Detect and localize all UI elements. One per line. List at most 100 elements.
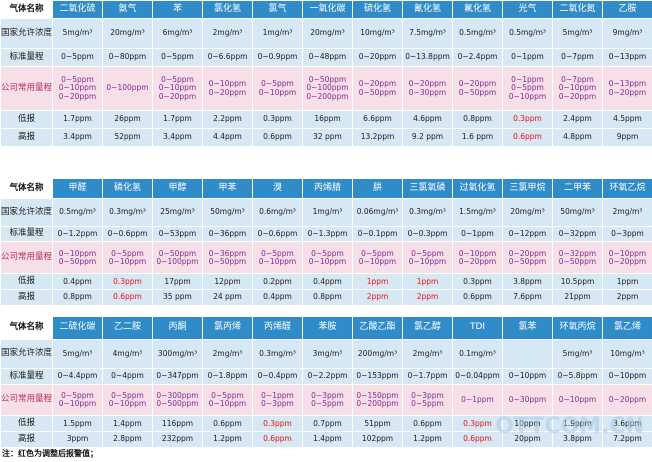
range-value: 0~50ppm (58, 256, 97, 266)
value-cell: 0~5ppm (52, 48, 103, 67)
value-cell: 0.3ppm (452, 273, 503, 291)
value-cell: 2ppm (402, 289, 453, 306)
header-label-cell: 气体名称 (0, 0, 53, 19)
table-row: 国家允许浓度 5mg/m³ 4mg/m³ 300mg/m³ 2mg/m³ 0.3mg/m³… (0, 338, 652, 369)
range-value: 0~5ppm (261, 248, 294, 258)
gas-name-cell: 氯丙烯 (202, 316, 253, 340)
value-cell: 21ppm (552, 289, 603, 306)
range-value: 0~5ppm (311, 399, 344, 409)
value-cell: 1.2ppm (402, 431, 453, 448)
value-cell: 0.6ppm (402, 415, 453, 433)
header-label-cell: 气体名称 (0, 316, 53, 340)
value-cell: 0~5ppm 0~10ppm 0~20ppm (52, 66, 103, 111)
range-value: 0~10ppm (58, 399, 97, 409)
range-value: 0~5ppm (61, 75, 94, 85)
value-cell: 0~6.6ppm (202, 48, 253, 67)
range-value: 0~100ppm (156, 256, 199, 266)
value-cell: 0~10ppm (602, 367, 652, 385)
value-cell: 16ppm (302, 110, 353, 129)
range-value: 0~50ppm (558, 256, 597, 266)
range-value: 0~50ppm (208, 256, 247, 266)
value-cell: 0~1ppm (452, 225, 503, 243)
value-cell: 0~50ppm 0~100ppm 0~200ppm (302, 66, 353, 111)
gas-name-cell: 磷化氢 (102, 177, 153, 200)
range-value: 0~200ppm (356, 399, 399, 409)
value-cell: 0~1ppm 0~3ppm (252, 383, 303, 417)
range-value: 0~10ppm (558, 83, 597, 93)
value-cell: 0~5ppm 0~10ppm 0~20ppm (152, 66, 203, 111)
value-cell: 0~10ppm 0~20ppm (452, 241, 503, 275)
range-value: 0~5ppm (411, 399, 444, 409)
range-value: 0~5ppm (411, 248, 444, 258)
gas-name-cell: 二硫化碳 (52, 316, 103, 340)
gas-name-cell: 氯气 (252, 0, 303, 19)
range-value: 0~1ppm (461, 394, 494, 404)
value-cell: 0~50ppm 0~100ppm (152, 241, 203, 275)
value-cell: 0.06mg/m³ (352, 198, 403, 227)
value-cell: 116ppm (152, 415, 203, 433)
value-cell: 0~4.4ppm (52, 367, 103, 385)
value-cell: 10.5ppm (552, 273, 603, 291)
range-value: 0~10ppm (208, 79, 247, 89)
range-value: 0~30ppm (408, 87, 447, 97)
value-cell: 0~13ppm (602, 48, 652, 67)
header-row: 气体名称 甲醛 磷化氢 甲醇 甲苯溴丙烯腈肼三氯氧磷 过氧化氢 三氯甲烷 二甲苯 环氧乙烷 (0, 177, 652, 200)
range-value: 0~200ppm (306, 91, 349, 101)
range-value: 0~3ppm (411, 390, 444, 400)
value-cell: 2ppm (602, 289, 652, 306)
value-cell: 0.4ppm (52, 273, 103, 291)
value-cell: 0~1.2ppm (52, 225, 103, 243)
gas-name-cell: 甲醛 (52, 177, 103, 200)
range-value: 0~20ppm (608, 394, 647, 404)
table-row: 高报 0.8ppm 0.6ppm 35 ppm 24 ppm 0.4ppm 0.8ppm 2p… (0, 289, 652, 306)
range-value: 0~20ppm (458, 256, 497, 266)
range-value: 0~10ppm (258, 256, 297, 266)
value-cell: 0.4ppm (302, 273, 353, 291)
value-cell: 20mg/m³ (302, 18, 353, 49)
value-cell: 1ppm (352, 273, 403, 291)
value-cell: 0~1ppm 0~5ppm 0~10ppm (502, 66, 553, 111)
value-cell: 0~3ppm 0~5ppm (402, 383, 453, 417)
value-cell: 0.6ppm (502, 128, 553, 147)
row-label-cell: 高报 (0, 289, 53, 306)
value-cell: 0.3mg/m³ (402, 198, 453, 227)
value-cell: 0~1.7ppm (402, 367, 453, 385)
value-cell: 200mg/m³ (352, 338, 403, 369)
value-cell: 0~5ppm 0~10ppm (52, 383, 103, 417)
value-cell: 0.1mg/m³ (452, 338, 503, 369)
value-cell: 0~20ppm 0~30ppm (402, 66, 453, 111)
value-cell: 5mg/m³ (52, 338, 103, 369)
value-cell: 0~2.2ppm (302, 367, 353, 385)
value-cell: 0.6ppm (252, 431, 303, 448)
gas-name-cell: 氟化氢 (452, 0, 503, 19)
gas-name-cell: 氯化氢 (202, 0, 253, 19)
range-value: 0~5ppm (361, 248, 394, 258)
table-section-1: 气体名称 二氧化硫 氨气苯氯化氢 氯气 一氧化碳 硫化氢 氰化氢 氟化氢 光气 二氧化氮 乙胺 国家允… (0, 0, 652, 147)
gas-name-cell: 三氯甲烷 (502, 177, 553, 200)
range-value: 0~3ppm (311, 390, 344, 400)
row-label-cell: 国家允许浓度 (0, 198, 53, 227)
range-value: 0~3ppm (261, 399, 294, 409)
value-cell: 0~3ppm 0~5ppm (302, 383, 353, 417)
gas-name-cell: 氯苯 (502, 316, 553, 340)
value-cell: 2ppm (352, 289, 403, 306)
value-cell: 0~48ppm (302, 48, 353, 67)
value-cell: 3mg/m³ (302, 338, 353, 369)
gas-name-cell: 苯 (152, 0, 203, 19)
row-label-cell: 低报 (0, 273, 53, 291)
value-cell: 1.5mg/m³ (452, 198, 503, 227)
value-cell: 0~7ppm 0~10ppm 0~20ppm (552, 66, 603, 111)
value-cell: 0.8ppm (52, 289, 103, 306)
value-cell: 2.2ppm (202, 110, 253, 129)
range-value: 0~1ppm (261, 390, 294, 400)
value-cell: 4.6ppm (402, 110, 453, 129)
gas-name-cell: 硫化氢 (352, 0, 403, 19)
range-value: 0~20ppm (158, 91, 197, 101)
value-cell: 32 ppm (302, 128, 353, 147)
range-value: 0~30ppm (508, 394, 547, 404)
range-value: 0~10ppm (108, 256, 147, 266)
gas-name-cell: 过氧化氢 (452, 177, 503, 200)
value-cell: 0.3ppm (252, 415, 303, 433)
value-cell: 0.3ppm (502, 110, 553, 129)
